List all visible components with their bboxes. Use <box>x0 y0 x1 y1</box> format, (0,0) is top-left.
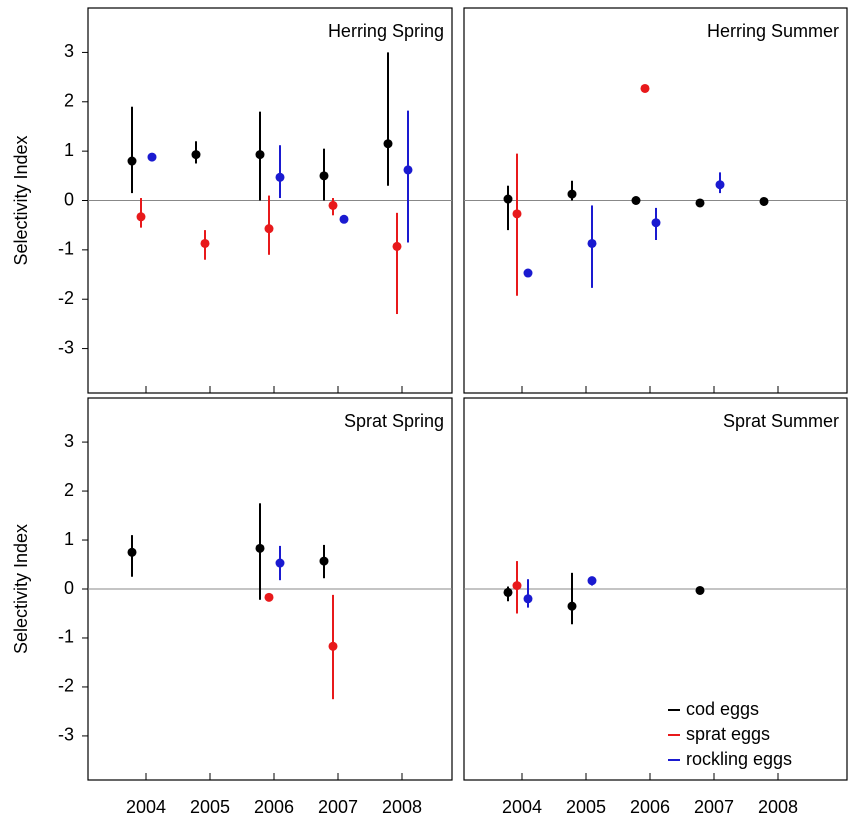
point <box>127 547 137 557</box>
point <box>631 196 641 205</box>
point <box>640 83 650 93</box>
point <box>695 198 705 208</box>
point <box>383 139 393 149</box>
point <box>403 165 413 175</box>
x-tick-label: 2008 <box>382 797 422 817</box>
y-tick-label: -3 <box>58 337 74 357</box>
y-tick-label: -2 <box>58 288 74 308</box>
point <box>695 585 705 595</box>
point <box>512 581 522 591</box>
point <box>255 150 265 160</box>
x-tick-label: 2007 <box>694 797 734 817</box>
point <box>587 238 597 248</box>
x-tick-label: 2006 <box>254 797 294 817</box>
x-tick-label: 2004 <box>126 797 166 817</box>
x-tick-label: 2005 <box>190 797 230 817</box>
point <box>328 641 338 651</box>
y-tick-label: -1 <box>58 239 74 259</box>
y-axis-label: Selectivity Index <box>11 524 31 654</box>
y-tick-label: -2 <box>58 676 74 696</box>
point <box>503 194 513 204</box>
point <box>567 189 577 199</box>
y-axis-label: Selectivity Index <box>11 135 31 265</box>
y-tick-label: 0 <box>64 578 74 598</box>
point <box>715 180 725 190</box>
point <box>392 241 402 251</box>
x-tick-label: 2008 <box>758 797 798 817</box>
point <box>136 212 146 222</box>
y-tick-label: -3 <box>58 725 74 745</box>
y-tick-label: 3 <box>64 41 74 61</box>
point <box>339 214 349 224</box>
point <box>503 587 513 597</box>
point <box>264 592 274 602</box>
point <box>200 238 210 248</box>
y-tick-label: 1 <box>64 140 74 160</box>
y-tick-label: 2 <box>64 91 74 111</box>
y-tick-label: -1 <box>58 627 74 647</box>
point <box>255 543 265 553</box>
point <box>328 200 338 210</box>
y-tick-label: 3 <box>64 431 74 451</box>
x-tick-label: 2006 <box>630 797 670 817</box>
x-tick-label: 2004 <box>502 797 542 817</box>
point <box>512 209 522 219</box>
point <box>191 150 201 160</box>
point <box>319 171 329 181</box>
panel-title: Herring Summer <box>707 21 839 41</box>
point <box>275 172 285 182</box>
point <box>275 558 285 568</box>
point <box>319 556 329 566</box>
x-tick-label: 2005 <box>566 797 606 817</box>
panel-title: Sprat Spring <box>344 411 444 431</box>
point <box>523 268 533 278</box>
panel-title: Herring Spring <box>328 21 444 41</box>
legend-label: sprat eggs <box>686 724 770 744</box>
point <box>759 196 769 206</box>
x-tick-label: 2007 <box>318 797 358 817</box>
point <box>264 224 274 234</box>
point <box>567 601 577 611</box>
y-tick-label: 2 <box>64 480 74 500</box>
point <box>147 152 157 162</box>
y-tick-label: 0 <box>64 189 74 209</box>
legend-label: cod eggs <box>686 699 759 719</box>
point <box>651 218 661 228</box>
legend-label: rockling eggs <box>686 749 792 769</box>
point <box>523 594 533 604</box>
point <box>587 576 597 586</box>
y-tick-label: 1 <box>64 529 74 549</box>
point <box>127 156 137 166</box>
panel-title: Sprat Summer <box>723 411 839 431</box>
